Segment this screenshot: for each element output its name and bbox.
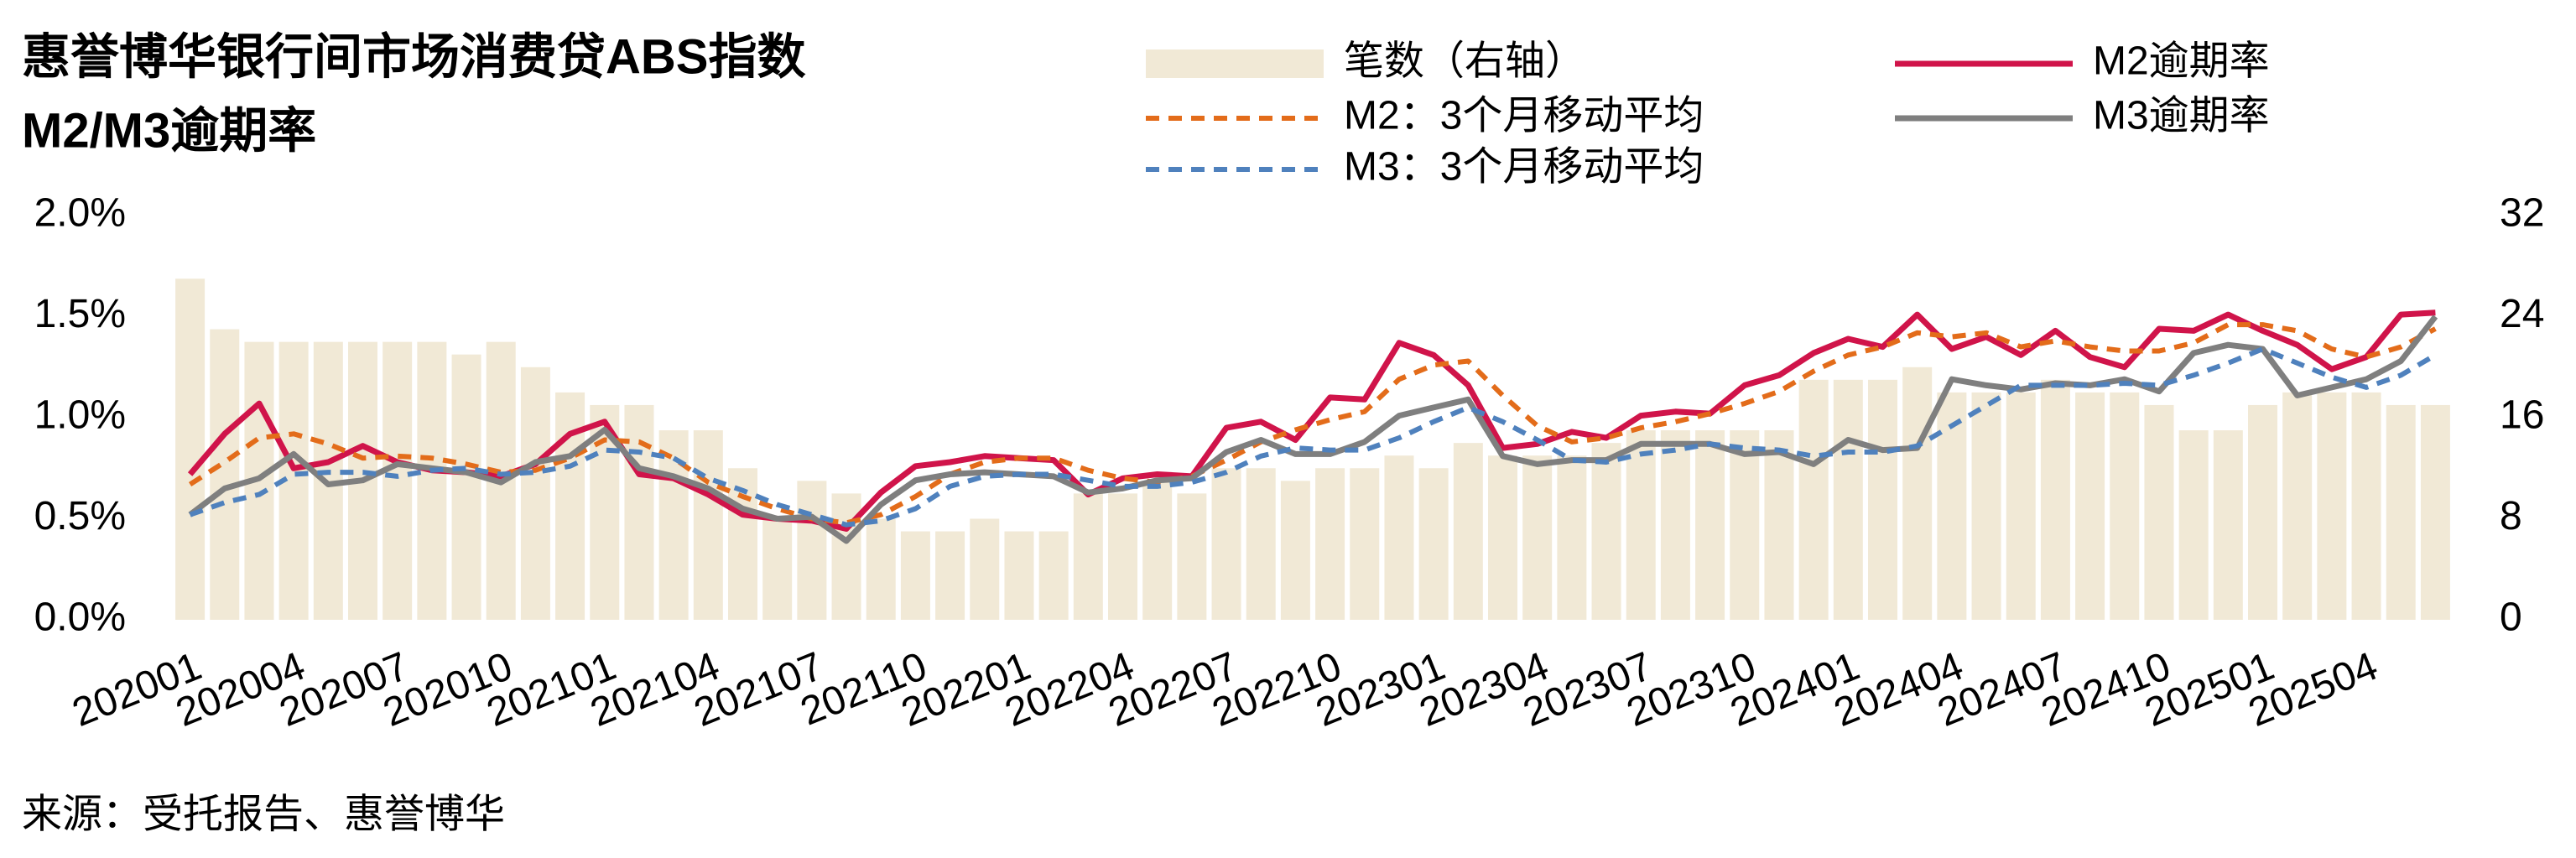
y-tick-label: 0.5% bbox=[34, 494, 126, 538]
legend-label: M3：3个月移动平均 bbox=[1344, 145, 1704, 190]
y-tick-label: 2.0% bbox=[34, 191, 126, 236]
bar bbox=[555, 392, 585, 620]
bar bbox=[382, 341, 413, 620]
bar bbox=[2006, 392, 2036, 620]
bar bbox=[2282, 392, 2313, 620]
bar bbox=[797, 481, 827, 620]
bar bbox=[1107, 493, 1138, 620]
bar bbox=[1004, 531, 1034, 620]
y-tick-label: 0.0% bbox=[34, 595, 126, 640]
bar bbox=[1246, 468, 1276, 620]
bar bbox=[1591, 443, 1621, 620]
chart-title: 惠誉博华银行间市场消费贷ABS指数 bbox=[22, 29, 805, 84]
bar bbox=[900, 531, 930, 620]
bar bbox=[417, 341, 447, 620]
bar bbox=[2040, 379, 2070, 620]
line-series bbox=[189, 346, 2437, 528]
bar bbox=[727, 468, 758, 620]
bar bbox=[210, 329, 240, 620]
bar bbox=[2213, 430, 2243, 620]
legend-label: M3逾期率 bbox=[2093, 94, 2270, 138]
bar bbox=[1142, 481, 1173, 620]
bar bbox=[831, 493, 861, 620]
bar bbox=[1453, 443, 1483, 620]
y2-tick-label: 0 bbox=[2500, 595, 2522, 640]
bar bbox=[2420, 404, 2450, 620]
bar bbox=[970, 518, 1000, 620]
line-series bbox=[187, 309, 2436, 532]
bar bbox=[2247, 404, 2278, 620]
bar bbox=[520, 367, 550, 620]
bar bbox=[1522, 455, 1553, 620]
bar bbox=[175, 278, 206, 620]
bar bbox=[1315, 468, 1345, 620]
y2-tick-label: 8 bbox=[2500, 494, 2522, 538]
bar bbox=[1833, 379, 1863, 620]
bar bbox=[1660, 430, 1690, 620]
bar bbox=[2144, 404, 2174, 620]
y-tick-label: 1.0% bbox=[34, 393, 126, 438]
bar bbox=[1626, 430, 1656, 620]
bar bbox=[1211, 468, 1241, 620]
bar bbox=[1695, 430, 1725, 620]
y2-tick-label: 32 bbox=[2500, 191, 2544, 236]
source-note: 来源：受托报告、惠誉博华 bbox=[22, 793, 505, 837]
bar bbox=[762, 518, 793, 620]
bar bbox=[1177, 493, 1207, 620]
y2-tick-label: 24 bbox=[2500, 292, 2544, 336]
bar bbox=[1867, 379, 1898, 620]
legend-swatch bbox=[1146, 49, 1324, 78]
line-series bbox=[188, 322, 2437, 526]
legend-label: M2逾期率 bbox=[2093, 39, 2270, 84]
bar bbox=[2110, 392, 2140, 620]
bar bbox=[1487, 455, 1518, 620]
bar bbox=[2386, 404, 2416, 620]
bar bbox=[1384, 455, 1414, 620]
bar bbox=[1073, 493, 1103, 620]
bar bbox=[1902, 367, 1933, 620]
bar bbox=[1557, 455, 1587, 620]
bar bbox=[1038, 531, 1069, 620]
bar bbox=[693, 430, 723, 620]
y-tick-label: 1.5% bbox=[34, 292, 126, 336]
chart-subtitle: M2/M3逾期率 bbox=[22, 103, 316, 158]
legend-label: M2：3个月移动平均 bbox=[1344, 94, 1704, 138]
bar bbox=[1764, 430, 1794, 620]
bar bbox=[1418, 468, 1449, 620]
bar bbox=[2351, 392, 2381, 620]
bar bbox=[1937, 392, 1967, 620]
y2-tick-label: 16 bbox=[2500, 393, 2544, 438]
bar bbox=[624, 404, 654, 620]
bar bbox=[451, 354, 481, 620]
bar bbox=[935, 531, 965, 620]
bar bbox=[2075, 392, 2105, 620]
bar bbox=[2178, 430, 2209, 620]
bar bbox=[1971, 392, 2001, 620]
bar bbox=[1350, 468, 1380, 620]
bar bbox=[1730, 430, 1760, 620]
bar bbox=[1280, 481, 1310, 620]
bar bbox=[1798, 379, 1829, 620]
legend-label: 笔数（右轴） bbox=[1344, 39, 1585, 84]
bar bbox=[866, 518, 896, 620]
bar bbox=[2317, 392, 2347, 620]
